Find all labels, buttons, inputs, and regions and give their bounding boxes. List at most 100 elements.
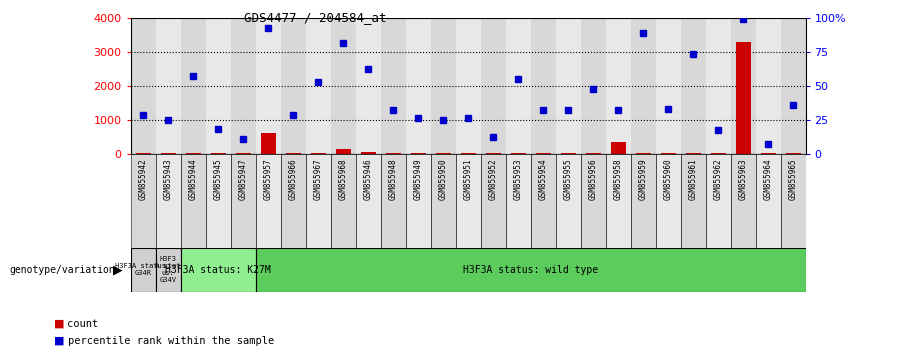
Bar bbox=[156, 154, 181, 248]
Text: GSM855958: GSM855958 bbox=[614, 159, 623, 200]
Bar bbox=[755, 18, 780, 154]
Bar bbox=[530, 154, 555, 248]
Bar bbox=[281, 154, 305, 248]
Text: GSM855965: GSM855965 bbox=[788, 159, 797, 200]
Bar bbox=[735, 42, 751, 154]
Text: GSM855968: GSM855968 bbox=[338, 159, 347, 200]
Text: GSM855946: GSM855946 bbox=[364, 159, 373, 200]
Bar bbox=[455, 18, 481, 154]
Text: GSM855955: GSM855955 bbox=[563, 159, 572, 200]
Bar bbox=[610, 142, 626, 154]
Bar bbox=[385, 153, 400, 154]
Text: H3F3
A stat
us:
G34V: H3F3 A stat us: G34V bbox=[155, 256, 181, 284]
Bar bbox=[230, 18, 256, 154]
Text: GSM855966: GSM855966 bbox=[289, 159, 298, 200]
Bar bbox=[281, 18, 305, 154]
Text: GSM855945: GSM855945 bbox=[213, 159, 222, 200]
Bar bbox=[555, 18, 580, 154]
Bar bbox=[305, 154, 330, 248]
Text: GDS4477 / 204584_at: GDS4477 / 204584_at bbox=[244, 11, 386, 24]
Bar bbox=[181, 154, 205, 248]
Text: GSM855956: GSM855956 bbox=[589, 159, 598, 200]
Bar bbox=[406, 18, 430, 154]
Text: GSM855942: GSM855942 bbox=[139, 159, 148, 200]
Bar bbox=[205, 154, 230, 248]
Bar bbox=[760, 153, 776, 154]
Text: GSM855954: GSM855954 bbox=[538, 159, 547, 200]
Bar bbox=[185, 153, 201, 154]
Bar bbox=[485, 153, 500, 154]
Text: H3F3A status:
G34R: H3F3A status: G34R bbox=[115, 263, 171, 276]
Bar bbox=[130, 18, 156, 154]
Bar bbox=[381, 18, 406, 154]
Bar bbox=[461, 153, 475, 154]
Bar bbox=[780, 18, 806, 154]
Bar bbox=[130, 248, 156, 292]
Text: H3F3A status: wild type: H3F3A status: wild type bbox=[463, 265, 598, 275]
Bar bbox=[606, 18, 631, 154]
Bar bbox=[710, 153, 725, 154]
Bar bbox=[356, 154, 381, 248]
Bar bbox=[430, 154, 455, 248]
Text: GSM855953: GSM855953 bbox=[514, 159, 523, 200]
Text: GSM855947: GSM855947 bbox=[238, 159, 248, 200]
Text: genotype/variation: genotype/variation bbox=[9, 265, 115, 275]
Bar bbox=[330, 18, 356, 154]
Text: GSM855959: GSM855959 bbox=[638, 159, 647, 200]
Bar bbox=[310, 153, 326, 154]
Bar bbox=[680, 154, 706, 248]
Bar bbox=[506, 18, 530, 154]
Bar bbox=[631, 18, 655, 154]
Bar bbox=[230, 154, 256, 248]
Bar bbox=[780, 154, 806, 248]
Text: percentile rank within the sample: percentile rank within the sample bbox=[68, 336, 274, 346]
Bar bbox=[655, 154, 680, 248]
Bar bbox=[256, 154, 281, 248]
Bar bbox=[406, 154, 430, 248]
Bar bbox=[731, 154, 755, 248]
Bar bbox=[256, 18, 281, 154]
Bar bbox=[661, 153, 676, 154]
Bar bbox=[211, 153, 226, 154]
Text: H3F3A status: K27M: H3F3A status: K27M bbox=[165, 265, 271, 275]
Text: ■: ■ bbox=[54, 319, 65, 329]
Bar bbox=[156, 248, 181, 292]
Text: GSM855950: GSM855950 bbox=[438, 159, 447, 200]
Bar bbox=[731, 18, 755, 154]
Text: GSM855943: GSM855943 bbox=[164, 159, 173, 200]
Bar bbox=[260, 133, 275, 154]
Text: GSM855949: GSM855949 bbox=[413, 159, 422, 200]
Bar bbox=[635, 153, 651, 154]
Text: GSM855963: GSM855963 bbox=[739, 159, 748, 200]
Bar bbox=[580, 18, 606, 154]
Bar bbox=[655, 18, 680, 154]
Bar bbox=[236, 153, 250, 154]
Bar bbox=[330, 154, 356, 248]
Bar bbox=[755, 154, 780, 248]
Bar bbox=[430, 18, 455, 154]
Bar bbox=[555, 154, 580, 248]
Bar bbox=[631, 154, 655, 248]
Text: GSM855961: GSM855961 bbox=[688, 159, 698, 200]
Bar bbox=[381, 154, 406, 248]
Bar bbox=[361, 153, 375, 154]
Text: GSM855962: GSM855962 bbox=[714, 159, 723, 200]
Text: GSM855967: GSM855967 bbox=[313, 159, 322, 200]
Bar bbox=[181, 18, 205, 154]
Text: GSM855951: GSM855951 bbox=[464, 159, 472, 200]
Bar bbox=[136, 153, 150, 154]
Bar bbox=[156, 18, 181, 154]
Bar bbox=[481, 18, 506, 154]
Text: count: count bbox=[68, 319, 99, 329]
Bar bbox=[510, 153, 526, 154]
Bar bbox=[680, 18, 706, 154]
Bar bbox=[481, 154, 506, 248]
Bar bbox=[536, 153, 551, 154]
Text: GSM855957: GSM855957 bbox=[264, 159, 273, 200]
Bar bbox=[606, 154, 631, 248]
Bar bbox=[181, 248, 256, 292]
Bar bbox=[561, 153, 575, 154]
Bar bbox=[305, 18, 330, 154]
Bar bbox=[586, 153, 600, 154]
Bar bbox=[580, 154, 606, 248]
